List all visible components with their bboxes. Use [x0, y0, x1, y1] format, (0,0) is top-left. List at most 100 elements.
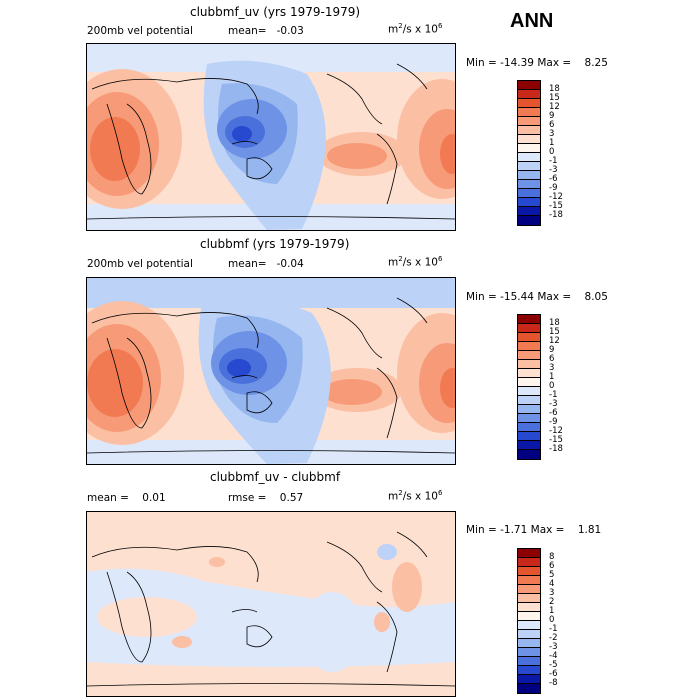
colorbar-swatch: [518, 585, 540, 594]
colorbar-swatch: [518, 666, 540, 675]
colorbar-swatch: [518, 441, 540, 450]
colorbar-swatch: [518, 342, 540, 351]
colorbar-swatch: [518, 126, 540, 135]
colorbar-swatch: [518, 450, 540, 459]
colorbar-swatch: [518, 639, 540, 648]
min-max-label: Min = -14.39 Max = 8.25: [466, 57, 608, 69]
colorbar-tick-label: 5: [549, 570, 555, 580]
colorbar-tick-label: 6: [549, 120, 555, 130]
colorbar-tick-label: -18: [549, 210, 563, 220]
colorbar-swatch: [518, 603, 540, 612]
colorbar-tick-label: 15: [549, 93, 560, 103]
colorbar-swatch: [518, 576, 540, 585]
colorbar-swatch: [518, 387, 540, 396]
colorbar-tick-label: -1: [549, 390, 558, 400]
colorbar-swatch: [518, 675, 540, 684]
colorbar-tick-label: -4: [549, 651, 558, 661]
colorbar-swatch: [518, 684, 540, 693]
colorbar-tick-label: -8: [549, 678, 558, 688]
colorbar-tick-label: 1: [549, 606, 555, 616]
panel-title: clubbmf (yrs 1979-1979): [200, 237, 350, 251]
colorbar-swatch: [518, 198, 540, 207]
colorbar-swatch: [518, 378, 540, 387]
colorbar-tick-label: -6: [549, 408, 558, 418]
colorbar-swatch: [518, 153, 540, 162]
min-max-label: Min = -1.71 Max = 1.81: [466, 524, 602, 536]
colorbar-swatch: [518, 648, 540, 657]
colorbar-tick-label: -3: [549, 399, 558, 409]
colorbar-swatch: [518, 621, 540, 630]
colorbar-swatch: [518, 216, 540, 225]
colorbar-tick-label: -6: [549, 669, 558, 679]
colorbar-swatch: [518, 144, 540, 153]
colorbar-swatch: [518, 171, 540, 180]
contour-field: [87, 278, 455, 464]
colorbar-tick-label: 6: [549, 354, 555, 364]
colorbar-swatch: [518, 207, 540, 216]
colorbar-swatch: [518, 549, 540, 558]
colorbar-tick-label: 8: [549, 552, 555, 562]
colorbar-swatch: [518, 189, 540, 198]
colorbar-tick-label: -12: [549, 426, 563, 436]
colorbar-swatch: [518, 135, 540, 144]
colorbar: [517, 80, 541, 226]
colorbar-tick-label: -3: [549, 165, 558, 175]
colorbar-tick-label: -1: [549, 624, 558, 634]
map-plot: [86, 511, 456, 697]
colorbar-tick-label: 0: [549, 615, 555, 625]
colorbar-swatch: [518, 180, 540, 189]
contour-field: [87, 512, 455, 696]
colorbar-swatch: [518, 90, 540, 99]
season-label: ANN: [510, 10, 554, 32]
mean-label: mean= -0.03: [228, 25, 304, 37]
colorbar-swatch: [518, 108, 540, 117]
colorbar-tick-label: 9: [549, 345, 555, 355]
colorbar-tick-label: -12: [549, 192, 563, 202]
colorbar: [517, 314, 541, 460]
colorbar-tick-label: 15: [549, 327, 560, 337]
rmse-label: rmse = 0.57: [228, 492, 304, 504]
colorbar-swatch: [518, 369, 540, 378]
colorbar-tick-label: 12: [549, 336, 560, 346]
colorbar-swatch: [518, 396, 540, 405]
map-plot: [86, 43, 456, 231]
units-label: m2/s x 106: [388, 22, 443, 36]
colorbar-swatch: [518, 162, 540, 171]
colorbar-swatch: [518, 117, 540, 126]
panel-title: clubbmf_uv - clubbmf: [210, 470, 341, 484]
colorbar-tick-label: 0: [549, 381, 555, 391]
colorbar-tick-label: -6: [549, 174, 558, 184]
contour-field: [87, 44, 455, 230]
colorbar-tick-label: 3: [549, 363, 555, 373]
field-label: 200mb vel potential: [87, 258, 193, 270]
colorbar-swatch: [518, 351, 540, 360]
colorbar-tick-label: -15: [549, 435, 563, 445]
colorbar-swatch: [518, 630, 540, 639]
colorbar-tick-label: -1: [549, 156, 558, 166]
colorbar-swatch: [518, 360, 540, 369]
colorbar-tick-label: 18: [549, 318, 560, 328]
colorbar-swatch: [518, 594, 540, 603]
units-label: m2/s x 106: [388, 255, 443, 269]
min-max-label: Min = -15.44 Max = 8.05: [466, 291, 608, 303]
colorbar-swatch: [518, 432, 540, 441]
colorbar-swatch: [518, 567, 540, 576]
colorbar-tick-label: 1: [549, 372, 555, 382]
colorbar-tick-label: -9: [549, 417, 558, 427]
colorbar-tick-label: 4: [549, 579, 555, 589]
colorbar-swatch: [518, 324, 540, 333]
colorbar-tick-label: -18: [549, 444, 563, 454]
colorbar-swatch: [518, 558, 540, 567]
colorbar-swatch: [518, 612, 540, 621]
colorbar-tick-label: 2: [549, 597, 555, 607]
mean-label: mean= -0.04: [228, 258, 304, 270]
colorbar-tick-label: 3: [549, 588, 555, 598]
colorbar-swatch: [518, 99, 540, 108]
colorbar-tick-label: 6: [549, 561, 555, 571]
colorbar-swatch: [518, 81, 540, 90]
colorbar-tick-label: 18: [549, 84, 560, 94]
colorbar-swatch: [518, 423, 540, 432]
colorbar-swatch: [518, 405, 540, 414]
colorbar-tick-label: 12: [549, 102, 560, 112]
map-plot: [86, 277, 456, 465]
